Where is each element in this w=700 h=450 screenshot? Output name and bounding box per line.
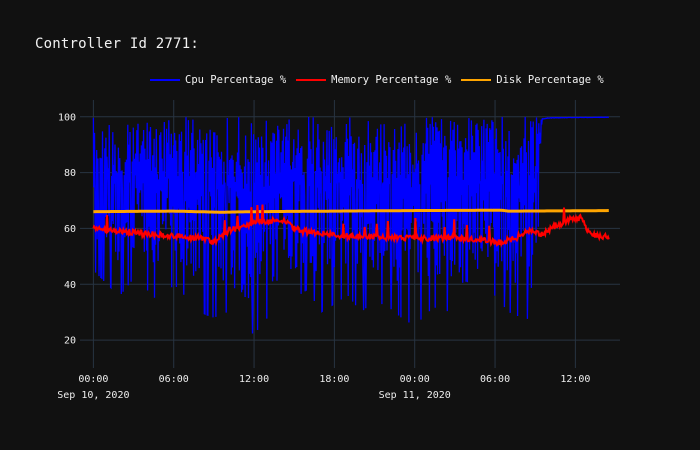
- legend-label-memory: Memory Percentage %: [331, 74, 452, 86]
- axis-labels: 20 40 60 80 100 00:00 Sep 10, 2020 06:00 12:00 18…: [57, 112, 590, 401]
- legend-swatch-memory: [296, 79, 327, 81]
- y-tick-label-100: 100: [58, 112, 76, 123]
- chart-title: Controller Id 2771:: [35, 36, 199, 52]
- y-tick-label-80: 80: [64, 168, 76, 179]
- x-tick-label-1: 06:00: [159, 374, 189, 385]
- legend-label-disk: Disk Percentage %: [496, 74, 604, 86]
- x-tick-label-2: 12:00: [239, 374, 269, 385]
- x-tick-label-4: 00:00: [400, 374, 430, 385]
- x-tick-label-5: 06:00: [480, 374, 510, 385]
- x-tick-label-3: 18:00: [319, 374, 349, 385]
- cpu-line: [92, 116, 609, 334]
- legend-swatch-cpu: [150, 79, 180, 81]
- x-tick-label-0: 00:00: [78, 374, 108, 385]
- memory-series: [92, 204, 610, 248]
- legend: Cpu Percentage % Memory Percentage % Dis…: [150, 74, 614, 86]
- y-tick-label-60: 60: [64, 224, 76, 235]
- legend-item-memory[interactable]: Memory Percentage %: [296, 74, 451, 86]
- memory-line: [92, 204, 610, 248]
- legend-label-cpu: Cpu Percentage %: [185, 74, 287, 86]
- x-date-label-0: Sep 10, 2020: [57, 390, 129, 401]
- legend-item-disk[interactable]: Disk Percentage %: [461, 74, 604, 86]
- disk-line: [93, 208, 609, 214]
- y-tick-label-40: 40: [64, 280, 76, 291]
- y-tick-label-20: 20: [64, 336, 76, 347]
- cpu-series: [92, 116, 609, 334]
- x-date-label-4: Sep 11, 2020: [379, 390, 451, 401]
- legend-swatch-disk: [461, 79, 492, 81]
- disk-series: [93, 208, 609, 214]
- x-tick-label-6: 12:00: [560, 374, 590, 385]
- legend-item-cpu[interactable]: Cpu Percentage %: [150, 74, 286, 86]
